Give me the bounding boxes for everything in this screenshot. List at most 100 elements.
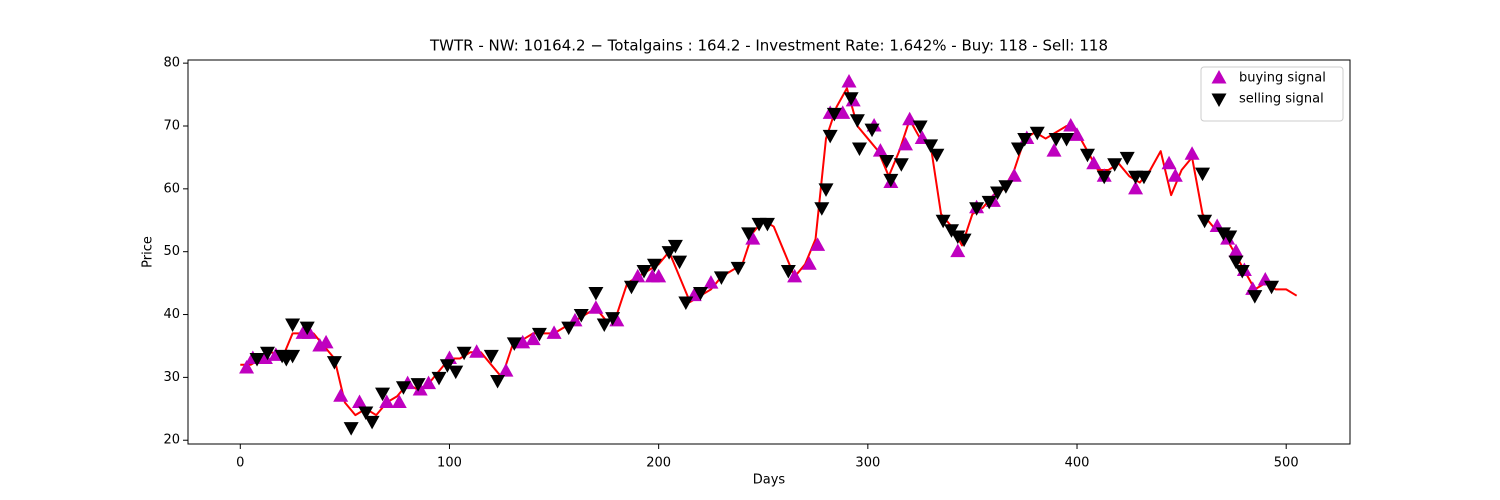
signal-marker bbox=[1086, 155, 1102, 170]
signal-marker bbox=[851, 142, 867, 156]
signal-marker bbox=[588, 287, 604, 301]
signal-marker bbox=[864, 123, 880, 138]
signal-marker bbox=[343, 422, 359, 436]
x-axis-label: Days bbox=[753, 473, 786, 488]
signal-marker bbox=[1069, 127, 1085, 141]
signal-marker bbox=[1228, 243, 1244, 258]
signal-marker bbox=[498, 363, 514, 377]
signal-marker bbox=[379, 394, 395, 409]
signal-marker bbox=[448, 365, 464, 380]
legend-marker bbox=[1211, 93, 1227, 107]
signal-marker bbox=[651, 268, 667, 283]
signal-marker bbox=[745, 231, 761, 245]
signal-marker bbox=[561, 321, 577, 336]
signal-marker bbox=[841, 73, 857, 88]
signal-marker bbox=[573, 309, 589, 323]
signal-marker bbox=[661, 246, 677, 260]
signal-marker bbox=[239, 359, 255, 374]
signal-marker bbox=[923, 139, 939, 153]
signal-marker bbox=[1006, 168, 1022, 182]
signal-marker bbox=[981, 195, 997, 210]
x-tick-label: 400 bbox=[1065, 456, 1090, 471]
y-tick-label: 40 bbox=[163, 307, 180, 322]
signal-marker bbox=[912, 120, 928, 134]
signal-marker bbox=[395, 381, 411, 395]
signal-marker bbox=[1136, 170, 1152, 185]
legend-label: selling signal bbox=[1239, 92, 1324, 107]
signal-marker bbox=[318, 334, 334, 349]
signal-marker bbox=[299, 321, 315, 336]
signal-marker bbox=[1222, 230, 1238, 244]
signal-marker bbox=[1247, 290, 1263, 304]
signal-marker bbox=[787, 268, 803, 283]
signal-marker bbox=[741, 227, 757, 241]
x-tick-label: 200 bbox=[646, 456, 671, 471]
signal-marker bbox=[490, 375, 506, 389]
y-axis-label: Price bbox=[141, 236, 156, 268]
signal-marker bbox=[879, 155, 895, 169]
signal-marker bbox=[249, 353, 265, 367]
signal-marker bbox=[883, 173, 899, 188]
signal-marker bbox=[646, 258, 662, 273]
signal-marker bbox=[1195, 167, 1211, 182]
legend-label: buying signal bbox=[1239, 71, 1326, 86]
signal-marker bbox=[801, 256, 817, 270]
signal-marker bbox=[1264, 280, 1280, 295]
signal-marker bbox=[826, 107, 842, 122]
legend-box bbox=[1200, 66, 1344, 122]
signal-marker bbox=[780, 265, 796, 279]
signal-marker bbox=[1119, 151, 1135, 166]
signal-marker bbox=[678, 296, 694, 310]
signal-marker bbox=[259, 346, 275, 361]
signal-marker bbox=[990, 186, 1006, 200]
signal-marker bbox=[1161, 155, 1177, 170]
signal-marker bbox=[546, 325, 562, 339]
signal-marker bbox=[872, 143, 888, 157]
signal-marker bbox=[630, 268, 646, 283]
signal-marker bbox=[998, 180, 1014, 194]
signal-marker bbox=[667, 239, 683, 254]
signal-marker bbox=[1048, 133, 1064, 147]
signal-marker bbox=[412, 381, 428, 396]
signal-marker bbox=[956, 233, 972, 248]
signal-marker bbox=[1017, 133, 1033, 147]
signal-marker bbox=[692, 287, 708, 301]
signal-marker bbox=[1128, 180, 1144, 195]
signal-marker bbox=[1010, 142, 1026, 156]
signal-marker bbox=[897, 136, 913, 151]
signal-marker bbox=[410, 378, 426, 392]
signal-marker bbox=[525, 331, 541, 346]
signal-marker bbox=[1234, 265, 1250, 279]
signal-marker bbox=[285, 318, 301, 332]
signal-marker bbox=[352, 394, 368, 409]
x-tick-label: 300 bbox=[855, 456, 880, 471]
signal-marker bbox=[636, 265, 652, 279]
signal-marker bbox=[391, 394, 407, 409]
signal-marker bbox=[431, 371, 447, 386]
signal-marker bbox=[950, 243, 966, 258]
signal-marker bbox=[301, 325, 317, 339]
signal-marker bbox=[843, 92, 859, 106]
signal-marker bbox=[822, 129, 838, 144]
signal-marker bbox=[1107, 158, 1123, 172]
signal-marker bbox=[588, 300, 604, 314]
y-tick-label: 60 bbox=[163, 181, 180, 196]
signal-marker bbox=[375, 387, 391, 402]
signal-marker bbox=[929, 148, 945, 163]
signal-marker bbox=[1046, 143, 1062, 157]
y-tick-label: 70 bbox=[163, 118, 180, 133]
chart-title: TWTR - NW: 10164.2 − Totalgains : 164.2 … bbox=[429, 37, 1108, 55]
signal-marker bbox=[969, 202, 985, 216]
signal-marker bbox=[623, 280, 639, 295]
signal-marker bbox=[849, 114, 865, 128]
y-tick-label: 50 bbox=[163, 244, 180, 259]
signal-marker bbox=[1063, 117, 1079, 132]
signal-marker bbox=[893, 158, 909, 172]
signal-marker bbox=[1184, 146, 1200, 160]
y-tick-label: 30 bbox=[163, 370, 180, 385]
signal-marker bbox=[483, 349, 499, 364]
plot-frame bbox=[187, 59, 1351, 445]
signal-marker bbox=[285, 349, 301, 364]
signal-marker bbox=[506, 337, 522, 351]
